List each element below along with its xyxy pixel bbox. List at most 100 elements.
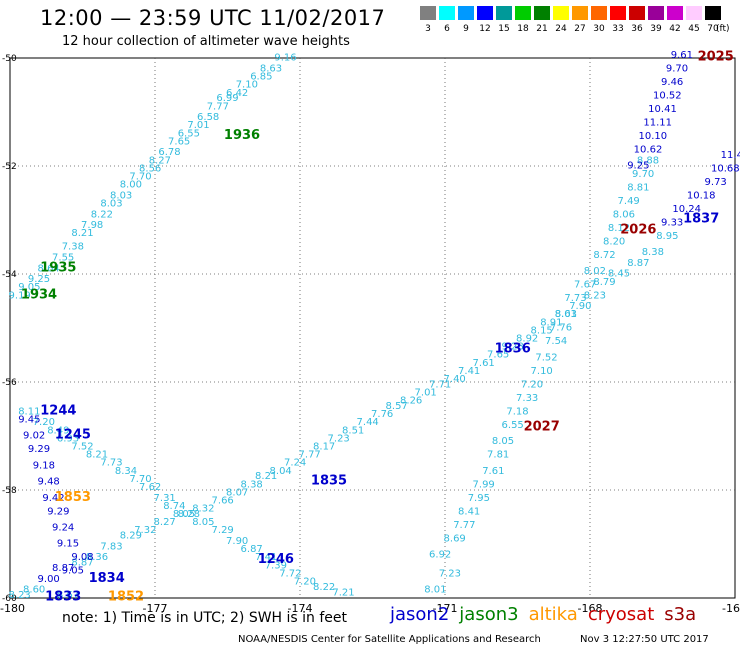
wave-height-value: 8.01	[424, 585, 446, 596]
wave-height-value: 9.73	[705, 177, 727, 188]
pass-time-label: 1853	[55, 490, 91, 505]
x-tick-label: -16	[722, 602, 740, 615]
scale-swatch	[686, 6, 702, 20]
wave-height-value: 8.79	[593, 277, 615, 288]
wave-height-value: 7.95	[468, 493, 490, 504]
scale-swatch	[648, 6, 664, 20]
wave-height-value: 6.78	[158, 147, 180, 158]
wave-height-value: 9.16	[274, 53, 296, 64]
pass-time-label: 1852	[108, 590, 144, 605]
wave-height-value: 9.05	[62, 566, 84, 577]
wave-height-value: 8.38	[241, 479, 263, 490]
scale-swatch	[439, 6, 455, 20]
pass-time-label: 1833	[45, 590, 81, 605]
wave-height-value: 8.95	[656, 231, 678, 242]
wave-height-value: 7.20	[521, 379, 543, 390]
wave-height-value: 7.23	[328, 433, 350, 444]
plot-frame	[9, 57, 736, 599]
wave-height-value: 8.87	[71, 558, 93, 569]
wave-height-value: 7.38	[62, 242, 84, 253]
wave-height-value: 8.23	[9, 590, 31, 601]
wave-height-value: 7.67	[574, 280, 596, 291]
wave-height-value: 8.51	[342, 425, 364, 436]
scale-swatch	[591, 6, 607, 20]
wave-height-value: 9.70	[632, 169, 654, 180]
wave-height-value: 9.29	[28, 444, 50, 455]
wave-height-value: 9.48	[38, 477, 60, 488]
wave-height-value: 6.92	[429, 550, 451, 561]
wave-height-value: 8.41	[458, 506, 480, 517]
wave-height-value: 7.44	[357, 417, 379, 428]
wave-height-value: 7.73	[100, 458, 122, 469]
wave-height-value: 6.58	[197, 112, 219, 123]
scale-label: 36	[631, 24, 643, 34]
satellite-label: cryosat	[587, 604, 655, 625]
wave-height-value: 8.15	[531, 325, 553, 336]
wave-height-value: 7.18	[506, 406, 528, 417]
x-tick-label: -168	[578, 602, 603, 615]
wave-height-value: 8.07	[226, 487, 248, 498]
wave-height-value: 10.10	[639, 131, 668, 142]
wave-height-value: 11.46	[721, 150, 740, 161]
wave-height-value: 6.99	[216, 93, 238, 104]
wave-height-value: 8.17	[313, 442, 335, 453]
wave-height-value: 9.00	[38, 574, 60, 585]
wave-height-value: 9.05	[18, 282, 40, 293]
wave-height-value: 8.74	[163, 501, 185, 512]
wave-height-value: 8.05	[192, 517, 214, 528]
wave-height-value: 8.92	[516, 334, 538, 345]
wave-height-value: 7.61	[482, 466, 504, 477]
scale-swatch	[420, 6, 436, 20]
wave-height-value: 8.64	[38, 263, 60, 274]
wave-height-value: 7.70	[129, 474, 151, 485]
wave-height-value: 8.04	[270, 466, 292, 477]
wave-height-value: 10.68	[711, 163, 740, 174]
scale-label: 70	[707, 24, 719, 34]
wave-height-value: 7.41	[458, 366, 480, 377]
footer-note: note: 1) Time is in UTC; 2) SWH is in fe…	[62, 610, 348, 626]
wave-height-value: 7.33	[516, 393, 538, 404]
wave-height-value: 11.11	[643, 118, 672, 129]
wave-height-value: 7.21	[332, 587, 354, 598]
wave-height-value: 7.20	[294, 577, 316, 588]
wave-height-value: 8.21	[255, 471, 277, 482]
wave-height-value: 8.69	[444, 533, 466, 544]
scale-label: 3	[425, 24, 431, 34]
scale-label: 24	[555, 24, 567, 34]
wave-height-value: 7.52	[71, 442, 93, 453]
scale-swatch	[572, 6, 588, 20]
wave-height-value: 8.60	[23, 585, 45, 596]
wave-height-value: 9.08	[71, 552, 93, 563]
scale-label: 15	[498, 24, 510, 34]
wave-height-value: 7.10	[531, 366, 553, 377]
pass-time-label: 1836	[495, 341, 531, 356]
wave-height-value: 10.24	[672, 204, 701, 215]
scale-label: 6	[444, 24, 450, 34]
pass-time-label: 1935	[40, 260, 76, 275]
wave-height-value: 7.66	[212, 496, 234, 507]
x-tick-label: -174	[288, 602, 313, 615]
wave-height-value: 8.67	[57, 590, 79, 601]
wave-height-value: 8.34	[115, 466, 137, 477]
wave-height-value: 8.26	[400, 396, 422, 407]
wave-height-value: 9.70	[666, 64, 688, 75]
wave-height-value: 8.22	[313, 582, 335, 593]
scale-label: 39	[650, 24, 662, 34]
wave-height-value: 8.49	[47, 425, 69, 436]
scale-label: 18	[517, 24, 529, 34]
scale-swatch	[515, 6, 531, 20]
pass-time-label: 1835	[311, 474, 347, 489]
scale-label: 12	[479, 24, 491, 34]
satellite-label: altika	[528, 604, 578, 625]
wave-height-value: 7.01	[187, 120, 209, 131]
wave-height-value: 7.83	[100, 541, 122, 552]
pass-time-label: 1244	[40, 403, 76, 418]
scale-label: 42	[669, 24, 681, 34]
wave-height-value: 9.19	[9, 290, 31, 301]
wave-height-value: 8.88	[637, 155, 659, 166]
chart-title: 12:00 — 23:59 UTC 11/02/2017	[40, 6, 386, 30]
wave-height-value: 8.63	[260, 64, 282, 75]
wave-height-value: 9.33	[661, 217, 683, 228]
wave-height-value: 6.87	[241, 544, 263, 555]
wave-height-value: 8.06	[613, 209, 635, 220]
